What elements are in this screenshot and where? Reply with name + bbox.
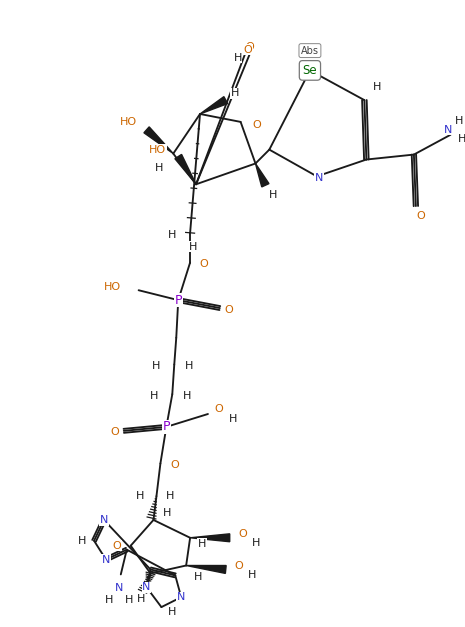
Text: H: H [155, 164, 164, 174]
Text: O: O [199, 260, 208, 270]
Text: O: O [170, 460, 179, 470]
Text: O: O [417, 211, 425, 221]
Text: H: H [105, 595, 113, 605]
Text: H: H [168, 607, 177, 617]
Text: H: H [168, 229, 177, 240]
Text: H: H [229, 414, 237, 424]
Text: Abs: Abs [301, 46, 319, 56]
Text: H: H [252, 538, 260, 548]
Text: O: O [111, 427, 119, 437]
Text: H: H [233, 53, 242, 63]
Text: H: H [189, 241, 197, 251]
Text: N: N [142, 582, 151, 593]
Text: H: H [135, 491, 144, 501]
Text: O: O [243, 45, 252, 55]
Text: O: O [224, 305, 233, 315]
Text: N: N [100, 515, 108, 525]
Polygon shape [190, 534, 230, 542]
Text: H: H [78, 535, 86, 545]
Text: H: H [231, 88, 239, 98]
Polygon shape [255, 164, 269, 187]
Text: Se: Se [303, 64, 317, 77]
Text: O: O [113, 540, 121, 551]
Text: N: N [315, 173, 323, 183]
Text: H: H [185, 362, 193, 371]
Text: H: H [247, 571, 256, 581]
Text: N: N [445, 125, 453, 135]
Text: H: H [373, 82, 381, 92]
Text: HO: HO [104, 282, 121, 292]
Text: O: O [252, 120, 261, 130]
Text: H: H [125, 595, 133, 605]
Text: H: H [166, 491, 174, 501]
Text: O: O [235, 562, 243, 571]
Text: H: H [455, 116, 464, 126]
Text: P: P [174, 293, 182, 307]
Polygon shape [186, 566, 226, 574]
Text: H: H [183, 391, 191, 401]
Text: H: H [150, 391, 159, 401]
Text: H: H [198, 539, 206, 549]
Text: P: P [163, 420, 170, 433]
Polygon shape [144, 127, 173, 154]
Polygon shape [175, 154, 196, 184]
Text: H: H [152, 362, 160, 371]
Text: H: H [458, 134, 465, 144]
Text: O: O [245, 41, 254, 51]
Text: N: N [115, 583, 123, 593]
Text: HO: HO [149, 145, 166, 155]
Text: N: N [102, 554, 110, 564]
Text: H: H [136, 594, 145, 604]
Text: N: N [177, 592, 186, 602]
Text: H: H [194, 572, 202, 582]
Polygon shape [200, 97, 228, 114]
Text: H: H [163, 508, 172, 518]
Text: O: O [214, 404, 223, 414]
Text: H: H [269, 190, 278, 200]
Text: O: O [239, 529, 247, 539]
Text: HO: HO [120, 117, 137, 127]
